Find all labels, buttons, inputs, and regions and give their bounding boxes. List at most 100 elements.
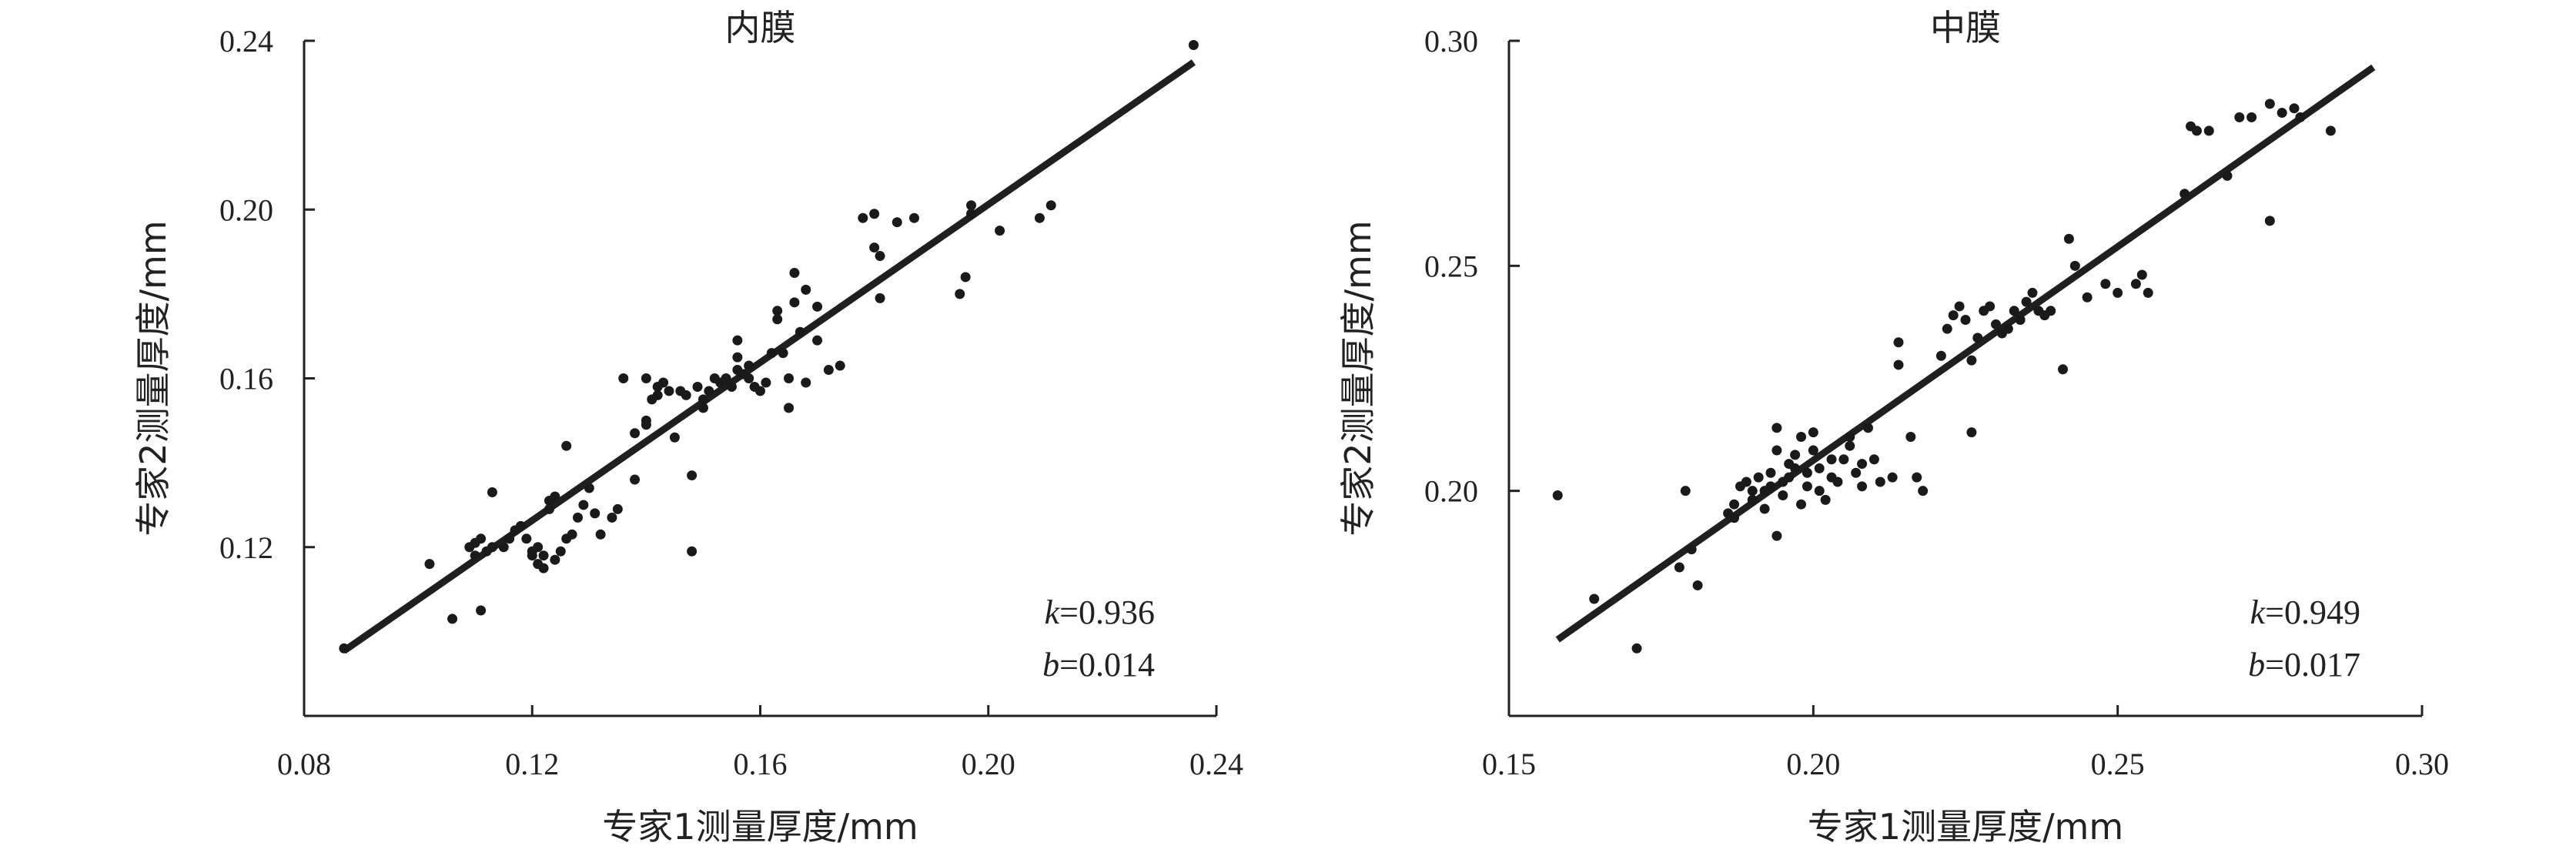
data-point — [1589, 594, 1600, 604]
data-point — [2277, 108, 2287, 119]
data-point — [1034, 212, 1045, 223]
data-point — [2015, 314, 2026, 325]
data-point — [1942, 323, 1952, 334]
data-point — [595, 529, 606, 540]
x-tick-label: 0.12 — [505, 747, 559, 781]
data-point — [2063, 233, 2074, 244]
data-point — [812, 301, 823, 312]
annotation-value: =0.014 — [1059, 646, 1155, 684]
data-point — [498, 542, 509, 553]
data-point — [487, 487, 497, 497]
data-point — [1826, 454, 1837, 465]
data-point — [664, 386, 674, 396]
data-point — [1765, 467, 1776, 478]
data-point — [698, 394, 708, 405]
chart-title-media: 中膜 — [1930, 7, 2001, 48]
data-point — [584, 483, 594, 493]
data-point — [744, 373, 754, 383]
data-point — [789, 267, 800, 278]
x-axis-label: 专家1测量厚度/mm — [602, 806, 918, 848]
data-point — [1674, 562, 1684, 573]
data-point — [1741, 476, 1751, 487]
y-axis-label: 专家2测量厚度/mm — [132, 220, 174, 536]
data-point — [1790, 463, 1801, 473]
data-point — [538, 563, 549, 573]
data-point — [544, 503, 554, 514]
y-tick-label: 0.16 — [219, 362, 273, 396]
data-point — [521, 533, 532, 544]
annotation-value: =0.936 — [1059, 594, 1155, 631]
data-point — [1631, 643, 1642, 654]
data-point — [2180, 189, 2190, 199]
data-point — [1966, 427, 1977, 438]
data-point — [835, 360, 845, 371]
data-point — [1045, 200, 1056, 211]
x-tick-label: 0.20 — [962, 747, 1015, 781]
annotation-variable: b — [2248, 646, 2265, 684]
data-point — [732, 352, 743, 363]
data-point — [641, 415, 651, 426]
data-point — [721, 373, 731, 383]
data-point — [1188, 39, 1199, 50]
data-point — [1862, 423, 1873, 433]
regression-line — [1555, 64, 2376, 643]
data-point — [2021, 296, 2032, 307]
data-point — [538, 550, 549, 561]
data-point — [766, 348, 777, 359]
data-point — [995, 226, 1005, 236]
data-point — [2289, 103, 2300, 114]
fit-annotation-b: b=0.014 — [1042, 646, 1155, 684]
data-point — [1820, 494, 1831, 505]
data-point — [487, 542, 497, 553]
data-point — [1729, 499, 1740, 510]
data-point — [955, 289, 965, 299]
data-point — [1771, 530, 1782, 541]
data-point — [470, 550, 480, 561]
data-point — [1948, 310, 1959, 321]
data-point — [1935, 350, 1946, 361]
data-point — [692, 381, 703, 392]
data-point — [2002, 323, 2013, 334]
data-point — [1784, 472, 1795, 483]
data-point — [1857, 459, 1868, 470]
data-point — [590, 508, 601, 519]
data-point — [795, 326, 805, 337]
data-point — [772, 306, 783, 316]
data-point — [789, 297, 800, 308]
data-point — [2069, 260, 2080, 271]
data-point — [2100, 279, 2111, 289]
data-point — [1893, 337, 1904, 348]
data-point — [778, 348, 788, 359]
data-point — [892, 217, 902, 228]
data-point — [1991, 319, 2002, 329]
data-point — [1887, 472, 1898, 483]
data-point — [823, 365, 834, 376]
data-point — [908, 212, 919, 223]
data-point — [966, 200, 977, 211]
data-point — [2113, 287, 2123, 298]
data-point — [2222, 170, 2233, 181]
data-point — [1729, 513, 1740, 523]
data-point — [875, 293, 885, 303]
data-point — [612, 503, 623, 514]
data-point — [2295, 112, 2306, 122]
data-point — [1753, 472, 1764, 483]
data-point — [1692, 580, 1703, 590]
data-point — [424, 559, 435, 570]
data-point — [1552, 490, 1563, 501]
x-tick-label: 0.08 — [277, 747, 331, 781]
data-point — [2136, 269, 2147, 280]
panel-intima: 0.08 0.12 0.16 0.20 0.24 0.12 0.16 0.20 0.24 内膜专家… — [132, 7, 1243, 848]
data-point — [573, 512, 583, 523]
fit-annotation-b: b=0.017 — [2248, 646, 2360, 684]
data-point — [652, 390, 663, 400]
data-point — [567, 529, 577, 540]
data-point — [1747, 486, 1758, 497]
data-point — [476, 605, 487, 616]
data-point — [1759, 503, 1770, 514]
annotation-variable: k — [2250, 594, 2267, 631]
data-point — [550, 554, 560, 565]
y-tick-label: 0.12 — [219, 530, 273, 565]
y-axis-label: 专家2测量厚度/mm — [1337, 220, 1379, 536]
data-point — [698, 403, 708, 413]
